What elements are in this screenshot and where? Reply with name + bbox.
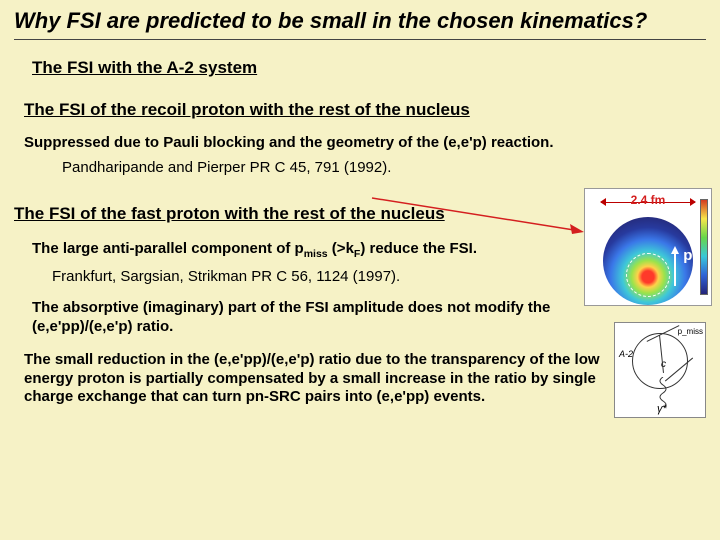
slide-title: Why FSI are predicted to be small in the… [14, 8, 706, 33]
label-pmiss: p_miss [678, 327, 703, 336]
section-a2-system: The FSI with the A-2 system [32, 58, 706, 78]
body2-post: ) reduce the FSI. [360, 240, 477, 257]
ref-pandharipande: Pandharipande and Pierper PR C 45, 791 (… [62, 159, 706, 176]
density-range-label: 2.4 fm [631, 193, 666, 207]
slide-root: Why FSI are predicted to be small in the… [0, 0, 720, 540]
density-dashed-circle [626, 253, 670, 297]
title-rule [14, 39, 706, 40]
density-range-arrow: 2.4 fm [601, 195, 695, 209]
body2-mid: (>k [328, 240, 354, 257]
text-antiparallel: The large anti-parallel component of pmi… [32, 240, 552, 260]
body2-pre: The large anti-parallel component of p [32, 240, 304, 257]
label-gamma-star: γ* [657, 403, 667, 415]
section-recoil-proton: The FSI of the recoil proton with the re… [24, 100, 706, 120]
density-colorbar [700, 199, 708, 295]
body2-sub-miss: miss [304, 248, 328, 260]
figure-density-plot: 2.4 fm p [584, 188, 712, 306]
label-a-minus-2: A-2 [619, 349, 633, 359]
text-suppressed: Suppressed due to Pauli blocking and the… [24, 134, 584, 151]
proton-label: p [683, 247, 692, 264]
figure-reaction-sketch: A-2 c p_miss γ* [614, 322, 706, 418]
text-small-reduction: The small reduction in the (e,e'pp)/(e,e… [24, 351, 644, 407]
text-absorptive: The absorptive (imaginary) part of the F… [32, 299, 592, 337]
proton-arrow-icon [674, 252, 676, 286]
